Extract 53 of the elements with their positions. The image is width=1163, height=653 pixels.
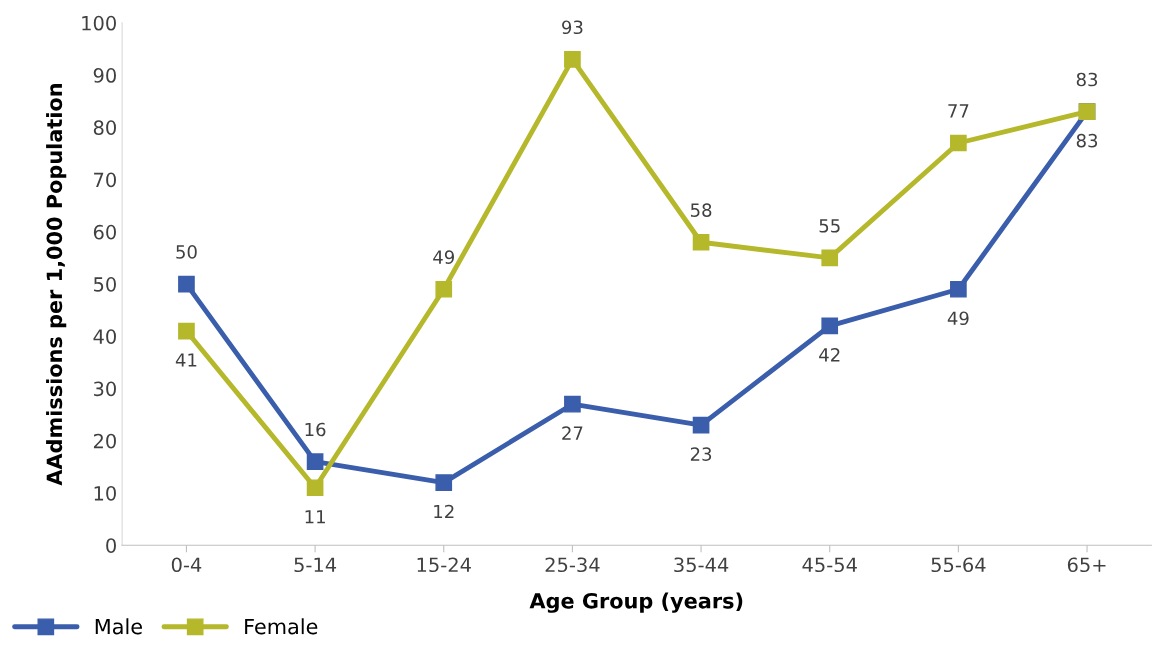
data-label: 83 (1076, 72, 1098, 87)
legend-label: Female (245, 618, 318, 635)
x-tick-label: 0-4 (171, 557, 202, 573)
data-label: 27 (562, 426, 583, 440)
x-tick-label: 35-44 (674, 557, 729, 573)
y-tick-label: 10 (94, 485, 116, 501)
y-tick-label: 30 (93, 381, 116, 397)
point (178, 275, 195, 293)
data-label: 12 (434, 504, 454, 519)
data-label: 77 (948, 104, 969, 118)
y-tick-label: 0 (106, 538, 116, 553)
point (306, 453, 324, 471)
y-tick-label: 40 (93, 329, 116, 344)
y-tick-label: 60 (93, 224, 116, 240)
point (178, 322, 195, 340)
data-label: 23 (690, 447, 712, 461)
x-tick-label: 5-14 (294, 557, 337, 573)
point (435, 474, 453, 491)
data-label: 49 (433, 250, 454, 264)
data-label: 93 (562, 20, 583, 35)
point (692, 416, 710, 434)
y-tick-label: 50 (94, 277, 116, 292)
data-label: 58 (690, 203, 712, 217)
point (564, 395, 581, 413)
y-tick-label: 70 (94, 172, 116, 188)
data-label: 41 (175, 353, 197, 367)
point (306, 479, 324, 497)
x-tick-label: 45-54 (802, 557, 857, 573)
x-tick-label: 15-24 (417, 557, 471, 573)
data-label: 49 (947, 311, 969, 326)
point (821, 317, 839, 335)
point (692, 233, 710, 251)
data-label: 55 (819, 219, 840, 233)
y-tick-label: 20 (93, 433, 116, 449)
point (564, 51, 581, 68)
data-label: 16 (305, 422, 326, 437)
point (821, 249, 839, 267)
data-label: 83 (1076, 133, 1098, 148)
data-label: 42 (819, 347, 840, 362)
y-tick-label: 80 (93, 120, 116, 135)
x-tick-label: 25-34 (545, 557, 600, 573)
y-axis-title: AAdmissions per 1,000 Population (46, 84, 67, 486)
x-tick-label: 55-64 (931, 557, 986, 573)
data-label: 11 (305, 510, 325, 524)
y-tick-label: 100 (82, 15, 116, 31)
x-axis-title: Age Group (years) (529, 592, 743, 613)
point (950, 280, 967, 298)
y-tick-label: 90 (93, 68, 116, 83)
legend-label: Male (95, 618, 142, 635)
data-label: 50 (176, 245, 197, 259)
point (950, 134, 967, 152)
x-tick-label: 65+ (1067, 557, 1106, 573)
point (435, 280, 453, 298)
